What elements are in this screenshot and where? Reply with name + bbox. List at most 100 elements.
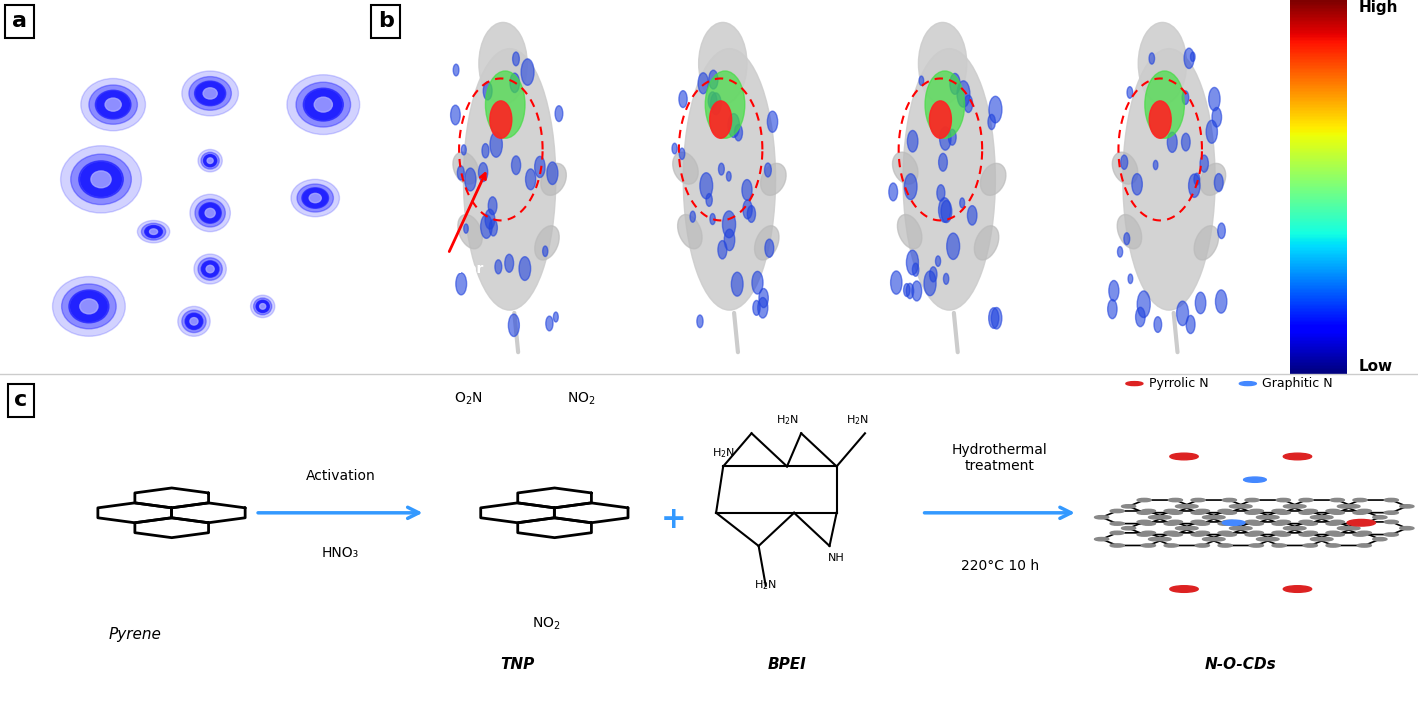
Ellipse shape bbox=[177, 307, 210, 336]
Ellipse shape bbox=[454, 64, 459, 76]
Ellipse shape bbox=[199, 203, 221, 223]
Ellipse shape bbox=[1177, 301, 1188, 326]
Circle shape bbox=[1337, 505, 1351, 508]
Circle shape bbox=[1245, 498, 1259, 502]
Circle shape bbox=[1346, 527, 1360, 530]
Circle shape bbox=[1299, 511, 1313, 515]
Ellipse shape bbox=[699, 23, 747, 104]
Ellipse shape bbox=[464, 224, 468, 233]
Ellipse shape bbox=[105, 98, 121, 111]
Ellipse shape bbox=[1132, 173, 1143, 195]
Ellipse shape bbox=[138, 221, 170, 243]
Ellipse shape bbox=[482, 144, 489, 158]
Ellipse shape bbox=[464, 49, 556, 310]
Ellipse shape bbox=[145, 226, 163, 238]
Ellipse shape bbox=[718, 240, 727, 259]
Ellipse shape bbox=[194, 81, 225, 106]
Circle shape bbox=[1400, 527, 1414, 530]
Text: Pyrrolic N: Pyrrolic N bbox=[1149, 377, 1208, 390]
Text: b: b bbox=[377, 11, 394, 31]
Circle shape bbox=[1122, 505, 1136, 508]
Circle shape bbox=[1249, 522, 1263, 525]
Circle shape bbox=[1195, 509, 1210, 513]
Circle shape bbox=[1256, 537, 1271, 541]
Ellipse shape bbox=[485, 71, 525, 138]
Ellipse shape bbox=[732, 272, 743, 296]
Circle shape bbox=[1326, 509, 1340, 513]
Ellipse shape bbox=[906, 283, 913, 299]
Circle shape bbox=[1245, 511, 1259, 515]
Circle shape bbox=[1149, 515, 1163, 519]
Ellipse shape bbox=[71, 291, 108, 321]
Ellipse shape bbox=[925, 71, 964, 138]
Circle shape bbox=[1303, 531, 1317, 534]
Ellipse shape bbox=[52, 276, 125, 336]
Ellipse shape bbox=[1212, 107, 1221, 127]
Circle shape bbox=[1357, 509, 1371, 513]
Ellipse shape bbox=[96, 92, 129, 118]
Circle shape bbox=[1276, 511, 1290, 515]
Text: 15 μm: 15 μm bbox=[258, 348, 308, 362]
Circle shape bbox=[1239, 381, 1256, 386]
Text: H$_2$N: H$_2$N bbox=[847, 413, 869, 427]
Text: H$_2$N: H$_2$N bbox=[754, 579, 777, 592]
Circle shape bbox=[1202, 515, 1217, 519]
Circle shape bbox=[1384, 533, 1398, 537]
Ellipse shape bbox=[526, 169, 536, 190]
Ellipse shape bbox=[1123, 49, 1215, 310]
Circle shape bbox=[1168, 533, 1183, 537]
Circle shape bbox=[1303, 522, 1317, 525]
Ellipse shape bbox=[708, 92, 718, 109]
Circle shape bbox=[1164, 544, 1178, 547]
Ellipse shape bbox=[1117, 214, 1141, 249]
Ellipse shape bbox=[925, 271, 936, 295]
Ellipse shape bbox=[520, 59, 535, 85]
Circle shape bbox=[1303, 544, 1317, 547]
Circle shape bbox=[1299, 520, 1313, 524]
Circle shape bbox=[1184, 505, 1198, 508]
Ellipse shape bbox=[1109, 281, 1119, 301]
Ellipse shape bbox=[458, 166, 464, 180]
Circle shape bbox=[1195, 544, 1210, 547]
Ellipse shape bbox=[696, 315, 703, 328]
FancyArrowPatch shape bbox=[1174, 313, 1177, 352]
Ellipse shape bbox=[510, 73, 519, 92]
Ellipse shape bbox=[700, 173, 713, 199]
Circle shape bbox=[1272, 509, 1286, 513]
Ellipse shape bbox=[710, 214, 715, 225]
Ellipse shape bbox=[754, 226, 778, 260]
Ellipse shape bbox=[919, 76, 923, 85]
Ellipse shape bbox=[937, 185, 944, 201]
Circle shape bbox=[1272, 522, 1286, 525]
Ellipse shape bbox=[190, 317, 199, 325]
Text: NH: NH bbox=[828, 553, 845, 563]
Ellipse shape bbox=[71, 154, 132, 204]
Ellipse shape bbox=[190, 195, 230, 232]
Ellipse shape bbox=[1183, 91, 1188, 104]
Ellipse shape bbox=[1181, 133, 1190, 151]
Ellipse shape bbox=[919, 23, 967, 104]
Ellipse shape bbox=[495, 259, 502, 274]
Ellipse shape bbox=[194, 254, 227, 284]
Ellipse shape bbox=[203, 154, 217, 167]
Circle shape bbox=[1164, 509, 1178, 513]
Ellipse shape bbox=[540, 164, 566, 195]
Ellipse shape bbox=[764, 239, 774, 257]
Ellipse shape bbox=[186, 314, 201, 329]
Ellipse shape bbox=[950, 73, 960, 94]
Circle shape bbox=[1170, 586, 1198, 592]
Circle shape bbox=[1195, 531, 1210, 534]
Circle shape bbox=[1157, 515, 1171, 519]
Ellipse shape bbox=[451, 105, 461, 125]
Circle shape bbox=[1292, 505, 1306, 508]
Ellipse shape bbox=[912, 263, 919, 276]
Ellipse shape bbox=[547, 162, 557, 185]
Circle shape bbox=[1276, 498, 1290, 502]
Ellipse shape bbox=[1129, 274, 1133, 283]
Ellipse shape bbox=[891, 271, 902, 294]
Ellipse shape bbox=[182, 310, 206, 333]
Ellipse shape bbox=[706, 194, 712, 207]
Circle shape bbox=[1292, 527, 1306, 530]
Ellipse shape bbox=[142, 223, 166, 240]
Circle shape bbox=[1330, 511, 1344, 515]
